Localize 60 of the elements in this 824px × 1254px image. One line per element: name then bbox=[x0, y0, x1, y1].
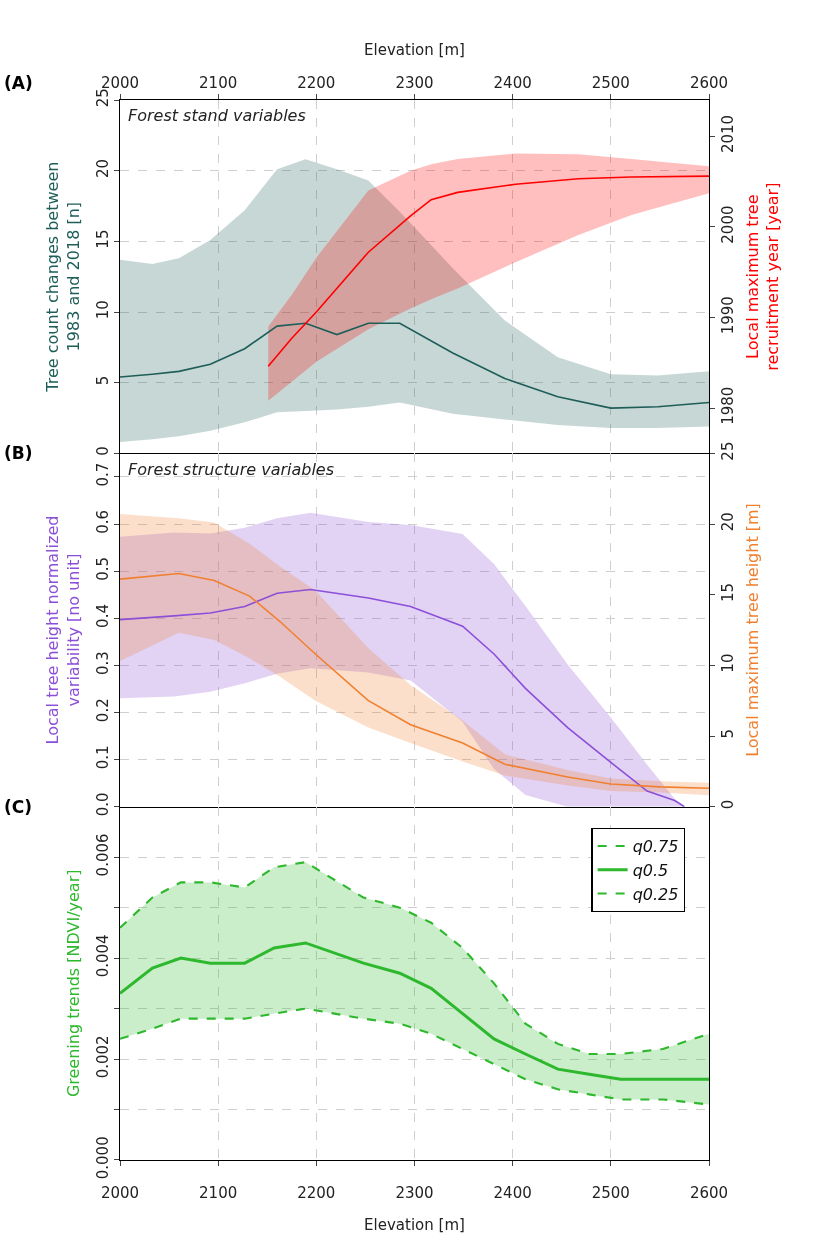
y-tick-label: 0.5 bbox=[94, 556, 112, 581]
y-axis-title: Tree count changes between 1983 and 2018 [n] bbox=[43, 161, 83, 393]
line-series bbox=[120, 322, 709, 409]
y-tick-label: 5 bbox=[94, 375, 112, 386]
x-tick-label: 2200 bbox=[297, 1184, 336, 1202]
x-tick-label: 2400 bbox=[493, 1184, 532, 1202]
y2-tick-label: 2000 bbox=[719, 205, 737, 244]
y2-tick-label: 1990 bbox=[719, 296, 737, 335]
x-tick-label: 2100 bbox=[199, 1184, 238, 1202]
y2-tick-label: 0 bbox=[719, 799, 737, 810]
y-axis-title: Greening trends [NDVI/year] bbox=[63, 869, 83, 1098]
y-tick-label: 0.3 bbox=[94, 651, 112, 676]
y2-tick-label: 5 bbox=[719, 728, 737, 739]
legend-label: q0.75 bbox=[632, 837, 679, 857]
y-tick-label: 0 bbox=[94, 446, 112, 456]
x2-tick-label: 2100 bbox=[199, 74, 238, 92]
x-tick-label: 2300 bbox=[395, 1184, 434, 1202]
legend-label: q0.25 bbox=[632, 884, 679, 904]
legend-label: q0.5 bbox=[632, 861, 669, 881]
y-tick-label: 0.7 bbox=[94, 462, 112, 487]
y-axis-title: Local tree height normalized variability [no unit] bbox=[43, 515, 83, 745]
y-tick-label: 0.2 bbox=[94, 698, 112, 723]
annotation: Forest stand variables bbox=[128, 106, 306, 125]
y-tick-label: 0.000 bbox=[94, 1136, 112, 1180]
line-series bbox=[120, 572, 709, 790]
text: (A) bbox=[4, 73, 33, 93]
line-series bbox=[120, 941, 709, 1081]
x-tick-label: 2000 bbox=[100, 1184, 140, 1202]
y2-tick-label: 1980 bbox=[719, 386, 737, 425]
y-tick-label: 0.6 bbox=[94, 509, 112, 534]
x2-tick-label: 2500 bbox=[591, 74, 630, 92]
y-tick-label: 0.006 bbox=[94, 833, 112, 877]
x2-tick-label: 2300 bbox=[395, 74, 434, 92]
y2-tick-label: 15 bbox=[719, 582, 737, 602]
y2-tick-label: 2010 bbox=[719, 114, 737, 154]
y2-axis-title: Local maximum tree height [m] bbox=[742, 503, 762, 757]
text: (B) bbox=[4, 443, 33, 463]
y2-tick-label: 25 bbox=[719, 441, 737, 461]
y-tick-label: 0.1 bbox=[94, 745, 112, 770]
y-tick-label: 0.4 bbox=[94, 604, 112, 628]
y-tick-label: 20 bbox=[94, 158, 112, 178]
y-tick-label: 10 bbox=[94, 300, 112, 320]
x2-tick-label: 2600 bbox=[689, 74, 729, 92]
y-tick-label: 15 bbox=[94, 229, 112, 249]
x-tick-label: 2600 bbox=[689, 1184, 729, 1202]
x2-tick-label: 2400 bbox=[493, 74, 532, 92]
y2-tick-label: 10 bbox=[719, 653, 737, 673]
y2-axis-title: Local maximum tree recruitment year [year] bbox=[742, 182, 783, 371]
y-tick-label: 0.004 bbox=[94, 934, 112, 978]
text: (C) bbox=[4, 797, 33, 817]
y-tick-label: 0.0 bbox=[94, 792, 112, 817]
annotation: Forest structure variables bbox=[128, 460, 335, 479]
x-axis-title: Elevation [m] bbox=[364, 1216, 465, 1234]
x2-axis-title: Elevation [m] bbox=[364, 41, 465, 60]
y-tick-label: 0.002 bbox=[94, 1035, 112, 1079]
line-series bbox=[267, 175, 709, 368]
x2-tick-label: 2200 bbox=[297, 74, 336, 92]
x-tick-label: 2500 bbox=[591, 1184, 630, 1202]
line-series bbox=[120, 588, 686, 807]
y2-tick-label: 20 bbox=[719, 512, 737, 532]
